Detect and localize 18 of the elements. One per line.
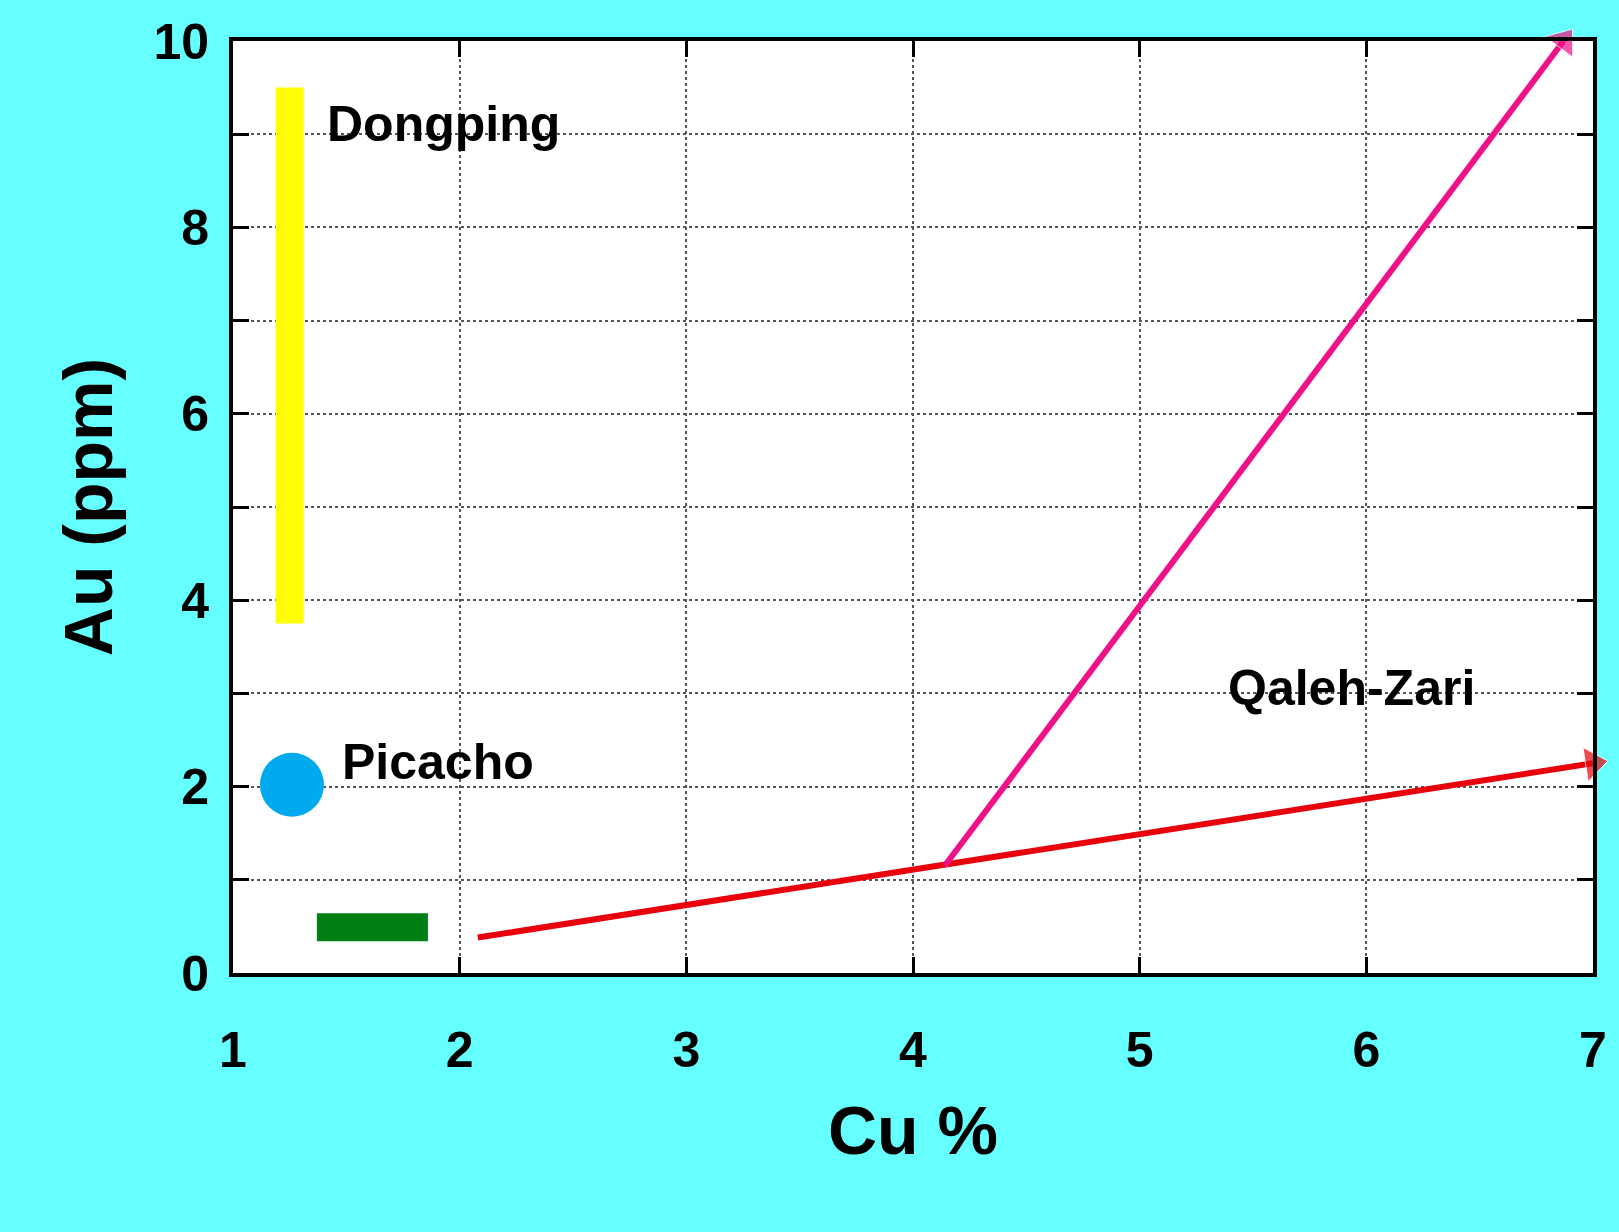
y-axis-title: Au (ppm) [49,357,126,657]
x-tick-label: 2 [445,1022,474,1078]
series-label: Picacho [342,734,534,790]
y-tick-label: 8 [181,199,209,256]
series-label: Qaleh-Zari [1228,660,1476,716]
x-tick-label: 1 [219,1022,247,1078]
series-label: Dongping [327,96,561,152]
x-tick-label: 7 [1579,1022,1607,1078]
y-tick-label: 4 [181,572,210,629]
y-tick-label: 6 [181,386,209,443]
x-tick-label: 4 [899,1022,928,1078]
x-tick-label: 6 [1352,1022,1381,1078]
x-axis-title: Cu % [828,1091,998,1168]
y-tick-label: 0 [181,945,209,1002]
y-tick-label: 10 [153,13,209,70]
x-tick-label: 3 [672,1022,701,1078]
x-tick-label: 5 [1125,1022,1154,1078]
y-tick-label: 2 [181,759,209,816]
